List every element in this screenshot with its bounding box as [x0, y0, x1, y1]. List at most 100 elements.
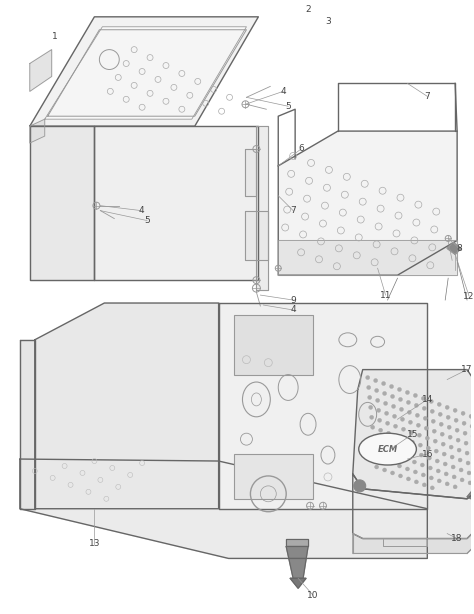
Circle shape	[413, 394, 418, 397]
Polygon shape	[30, 50, 52, 91]
Circle shape	[445, 405, 449, 410]
Circle shape	[432, 429, 436, 433]
Circle shape	[410, 430, 413, 434]
Circle shape	[449, 445, 453, 449]
Polygon shape	[278, 241, 457, 275]
Circle shape	[405, 391, 410, 394]
Circle shape	[368, 395, 372, 400]
Circle shape	[446, 415, 450, 419]
Text: 17: 17	[461, 365, 473, 374]
Circle shape	[390, 461, 393, 465]
Circle shape	[450, 455, 454, 459]
Circle shape	[381, 448, 384, 452]
Circle shape	[383, 468, 387, 472]
Polygon shape	[94, 126, 258, 280]
Circle shape	[391, 471, 394, 475]
Circle shape	[442, 452, 446, 456]
Circle shape	[433, 439, 437, 443]
Circle shape	[354, 480, 366, 492]
Circle shape	[471, 434, 474, 438]
Circle shape	[423, 416, 428, 421]
Text: 10: 10	[307, 591, 319, 600]
Circle shape	[444, 472, 448, 476]
Text: 9: 9	[290, 295, 296, 305]
Circle shape	[412, 460, 416, 464]
Circle shape	[402, 437, 406, 441]
Circle shape	[429, 400, 433, 403]
Circle shape	[473, 454, 474, 458]
Text: 12: 12	[464, 292, 474, 301]
Circle shape	[430, 486, 434, 490]
Circle shape	[405, 467, 410, 471]
Circle shape	[395, 444, 400, 448]
Circle shape	[406, 477, 410, 481]
Polygon shape	[30, 119, 45, 143]
Circle shape	[438, 413, 442, 416]
Circle shape	[375, 398, 380, 402]
Text: 3: 3	[325, 17, 331, 26]
Circle shape	[372, 435, 375, 439]
Polygon shape	[353, 370, 474, 499]
Circle shape	[380, 438, 383, 442]
Circle shape	[393, 424, 398, 428]
Circle shape	[406, 400, 410, 405]
Circle shape	[454, 418, 458, 422]
Polygon shape	[353, 519, 474, 553]
Text: 8: 8	[456, 244, 462, 253]
Text: 14: 14	[422, 395, 433, 404]
Circle shape	[401, 427, 405, 431]
Text: 7: 7	[290, 206, 296, 215]
Circle shape	[467, 471, 471, 475]
Text: 1: 1	[52, 32, 57, 41]
Circle shape	[414, 403, 419, 407]
Circle shape	[443, 462, 447, 466]
Circle shape	[413, 470, 418, 474]
Circle shape	[447, 426, 451, 429]
Circle shape	[382, 458, 385, 462]
Text: 6: 6	[298, 144, 304, 154]
Circle shape	[445, 482, 449, 486]
Circle shape	[436, 469, 440, 473]
Circle shape	[465, 451, 469, 455]
Circle shape	[411, 450, 415, 454]
Polygon shape	[278, 131, 457, 275]
Text: 4: 4	[291, 306, 296, 314]
Text: 11: 11	[380, 290, 392, 300]
Circle shape	[398, 464, 401, 468]
Circle shape	[418, 433, 421, 437]
Polygon shape	[30, 17, 258, 126]
FancyBboxPatch shape	[234, 315, 313, 375]
Polygon shape	[246, 211, 268, 260]
Text: ECM: ECM	[377, 445, 398, 454]
Circle shape	[371, 426, 374, 429]
Polygon shape	[219, 303, 428, 509]
Polygon shape	[256, 126, 268, 290]
Circle shape	[388, 441, 392, 445]
Circle shape	[452, 475, 456, 479]
Circle shape	[451, 465, 455, 469]
Circle shape	[400, 407, 403, 411]
Circle shape	[387, 431, 391, 435]
Circle shape	[429, 476, 433, 480]
Circle shape	[455, 428, 459, 432]
Polygon shape	[30, 126, 94, 280]
Circle shape	[414, 480, 419, 484]
Circle shape	[404, 457, 409, 461]
Polygon shape	[48, 29, 246, 116]
Circle shape	[469, 414, 473, 418]
Circle shape	[383, 392, 387, 395]
Circle shape	[466, 461, 470, 465]
Circle shape	[399, 474, 402, 478]
Polygon shape	[467, 491, 474, 501]
Circle shape	[409, 421, 412, 424]
Text: 7: 7	[424, 92, 430, 101]
Circle shape	[408, 410, 411, 414]
Polygon shape	[20, 459, 428, 558]
Circle shape	[424, 426, 428, 430]
Text: 15: 15	[407, 430, 418, 438]
FancyBboxPatch shape	[234, 454, 313, 499]
Circle shape	[420, 463, 424, 467]
Polygon shape	[447, 243, 461, 254]
Circle shape	[370, 415, 374, 419]
Polygon shape	[35, 303, 219, 509]
